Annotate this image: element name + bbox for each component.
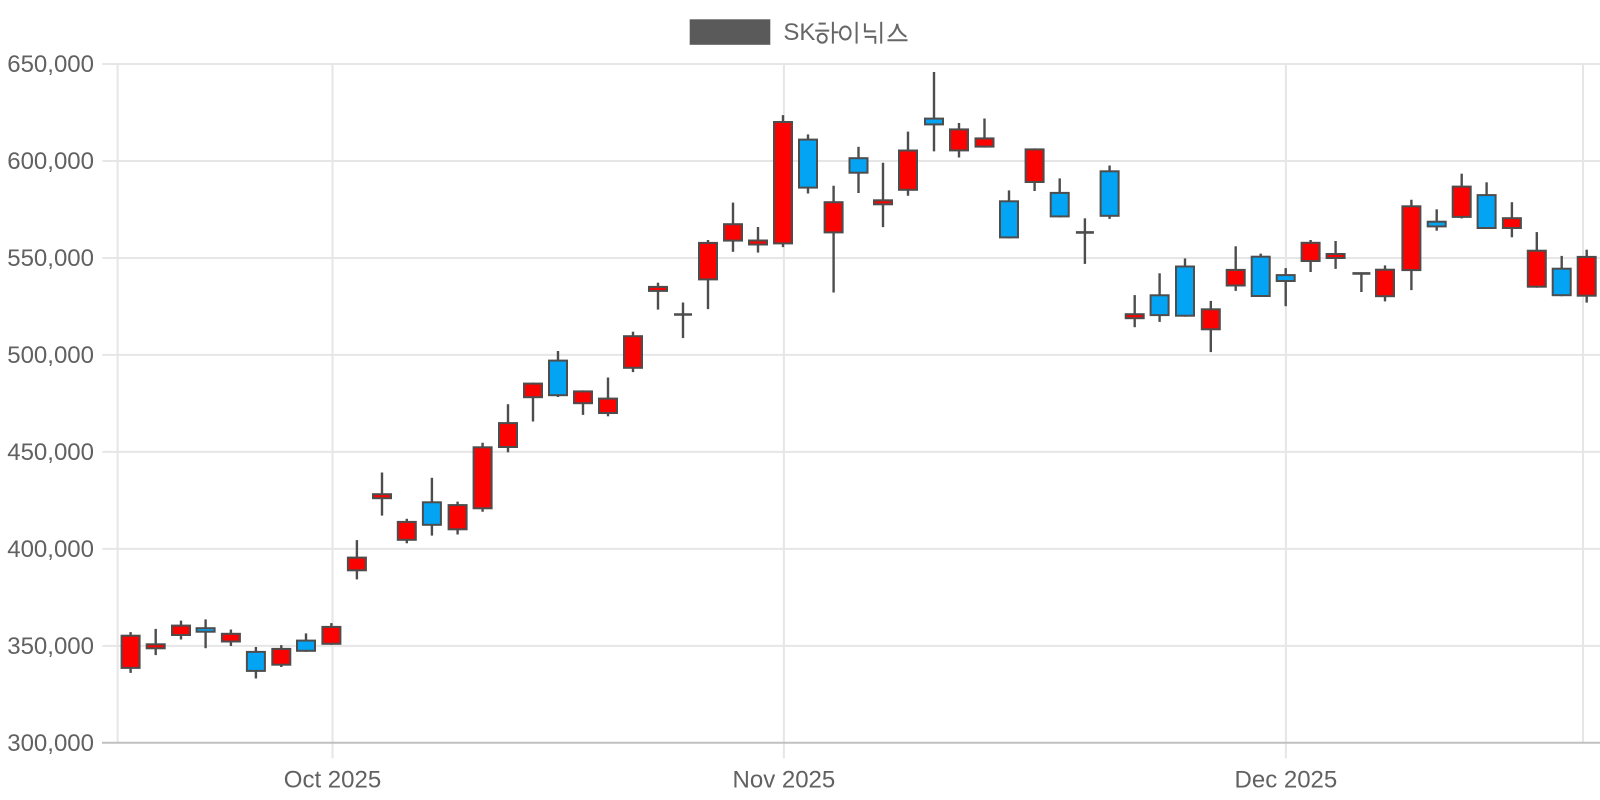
svg-text:400,000: 400,000: [7, 536, 94, 563]
svg-text:SK: SK: [783, 19, 815, 46]
svg-text:Dec 2025: Dec 2025: [1235, 766, 1338, 793]
svg-text:550,000: 550,000: [7, 245, 94, 272]
svg-text:650,000: 650,000: [7, 51, 94, 78]
svg-text:Nov 2025: Nov 2025: [733, 766, 836, 793]
svg-text:500,000: 500,000: [7, 342, 94, 369]
svg-text:Oct 2025: Oct 2025: [284, 766, 381, 793]
svg-text:450,000: 450,000: [7, 439, 94, 466]
svg-text:350,000: 350,000: [7, 633, 94, 660]
svg-text:600,000: 600,000: [7, 148, 94, 175]
svg-text:300,000: 300,000: [7, 730, 94, 757]
